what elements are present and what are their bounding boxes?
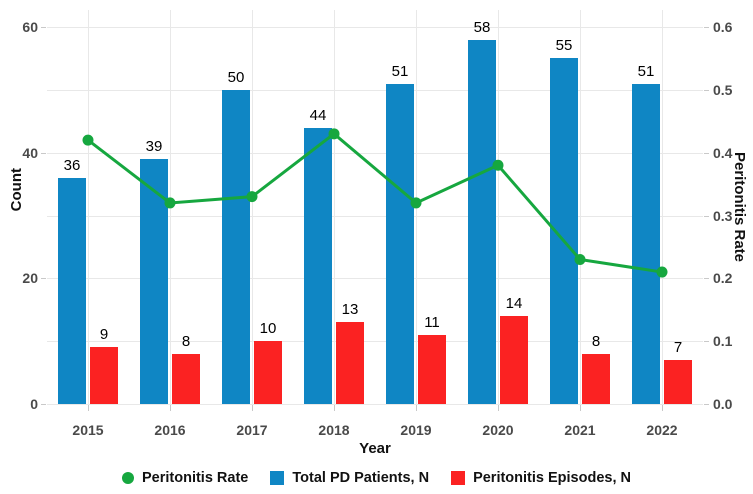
legend-item-total-pd-patients: Total PD Patients, N	[270, 470, 429, 486]
gridline-vertical	[88, 10, 89, 404]
bar-value-label: 51	[391, 62, 409, 80]
gridline-horizontal	[47, 278, 703, 280]
bar-value-label: 8	[591, 332, 601, 350]
legend-item-peritonitis-episodes: Peritonitis Episodes, N	[451, 470, 631, 486]
y-axis-left-title: Count	[8, 168, 25, 212]
y-axis-left-tick	[41, 404, 46, 405]
y-axis-right-tick	[704, 341, 709, 343]
legend-item-peritonitis-rate: Peritonitis Rate	[122, 470, 248, 486]
y-axis-right-tick-label: 0.5	[713, 81, 733, 98]
bar-value-label: 8	[181, 332, 191, 350]
bar-total-pd-patients-n-2021	[550, 58, 578, 404]
bar-total-pd-patients-n-2016	[140, 158, 168, 404]
bar-value-label: 55	[555, 37, 573, 55]
legend-circle-marker-icon	[122, 472, 134, 484]
x-axis-tick	[252, 405, 253, 411]
legend: Peritonitis Rate Total PD Patients, N Pe…	[0, 463, 753, 493]
bar-peritonitis-episodes-n-2019	[418, 334, 446, 404]
y-axis-left-tick	[41, 152, 46, 154]
legend-label: Peritonitis Rate	[142, 470, 249, 486]
gridline-horizontal	[47, 89, 703, 91]
y-axis-left-tick-label: 0	[30, 396, 38, 412]
bar-peritonitis-episodes-n-2015	[90, 347, 118, 404]
y-axis-left-tick	[41, 27, 46, 28]
x-axis-tick	[416, 405, 417, 411]
y-axis-right-title: Peritonitis Rate	[731, 152, 748, 263]
x-axis-tick-label: 2017	[236, 422, 268, 438]
legend-square-marker-icon	[270, 471, 285, 485]
bar-value-label: 51	[637, 62, 655, 80]
y-axis-right-tick-label: 0.1	[713, 333, 733, 350]
x-axis-tick	[88, 405, 89, 411]
bar-value-label: 11	[424, 313, 440, 331]
y-axis-right-tick	[704, 152, 709, 154]
bar-value-label: 9	[99, 326, 109, 344]
y-axis-right-tick-label: 0.4	[713, 144, 733, 161]
x-axis-tick-label: 2016	[154, 422, 186, 438]
x-axis-tick-label: 2022	[646, 422, 678, 438]
x-axis-tick	[662, 405, 663, 411]
y-axis-left-tick-label: 60	[22, 19, 38, 35]
y-axis-left-tick	[41, 278, 46, 280]
gridline-horizontal	[47, 404, 703, 405]
x-axis-tick-label: 2018	[318, 422, 350, 438]
x-axis-tick-label: 2021	[564, 422, 596, 438]
bar-value-label: 50	[227, 68, 245, 86]
bar-value-label: 14	[505, 295, 523, 313]
y-axis-right-tick-label: 0.2	[713, 270, 733, 287]
legend-square-marker-icon	[451, 471, 466, 485]
bar-value-label: 36	[63, 156, 81, 174]
y-axis-right-tick-label: 0.0	[713, 396, 733, 412]
bar-peritonitis-episodes-n-2018	[336, 322, 364, 404]
bar-value-label: 39	[145, 137, 163, 155]
bar-value-label: 10	[259, 320, 277, 338]
bar-value-label: 7	[673, 339, 683, 357]
y-axis-left-tick-label: 20	[22, 270, 38, 287]
bar-peritonitis-episodes-n-2022	[664, 360, 692, 404]
x-axis-tick	[580, 405, 581, 411]
gridline-horizontal	[47, 27, 703, 28]
y-axis-right-tick-label: 0.6	[713, 19, 733, 35]
bar-peritonitis-episodes-n-2021	[582, 353, 610, 404]
bar-value-label: 58	[473, 18, 491, 36]
bar-total-pd-patients-n-2022	[632, 83, 660, 404]
legend-label: Total PD Patients, N	[292, 470, 430, 486]
bar-total-pd-patients-n-2017	[222, 89, 250, 404]
y-axis-right-tick-label: 0.3	[713, 207, 733, 224]
gridline-vertical	[498, 10, 499, 404]
bar-peritonitis-episodes-n-2016	[172, 353, 200, 404]
x-axis-tick	[498, 405, 499, 411]
y-axis-right-tick	[704, 27, 709, 28]
x-axis-tick	[170, 405, 171, 411]
bar-total-pd-patients-n-2015	[58, 177, 86, 404]
gridline-vertical	[662, 10, 663, 404]
bar-peritonitis-episodes-n-2020	[500, 316, 528, 404]
y-axis-right-tick	[704, 404, 709, 405]
bar-value-label: 44	[309, 106, 327, 124]
x-axis-title: Year	[359, 440, 391, 457]
bar-total-pd-patients-n-2020	[468, 39, 496, 404]
bar-value-label: 13	[341, 301, 359, 319]
bar-peritonitis-episodes-n-2017	[254, 341, 282, 404]
gridline-vertical	[334, 10, 335, 404]
y-axis-right-tick	[704, 278, 709, 280]
x-axis-tick-label: 2020	[482, 422, 514, 438]
y-axis-right-tick	[704, 89, 709, 91]
x-axis-tick	[334, 405, 335, 411]
bar-total-pd-patients-n-2019	[386, 83, 414, 404]
gridline-horizontal	[47, 341, 703, 343]
y-axis-right-tick	[704, 215, 709, 217]
bar-total-pd-patients-n-2018	[304, 127, 332, 404]
x-axis-tick-label: 2015	[72, 422, 104, 438]
x-axis-tick-label: 2019	[400, 422, 432, 438]
legend-label: Peritonitis Episodes, N	[473, 470, 631, 486]
y-axis-left-tick-label: 40	[22, 144, 38, 161]
